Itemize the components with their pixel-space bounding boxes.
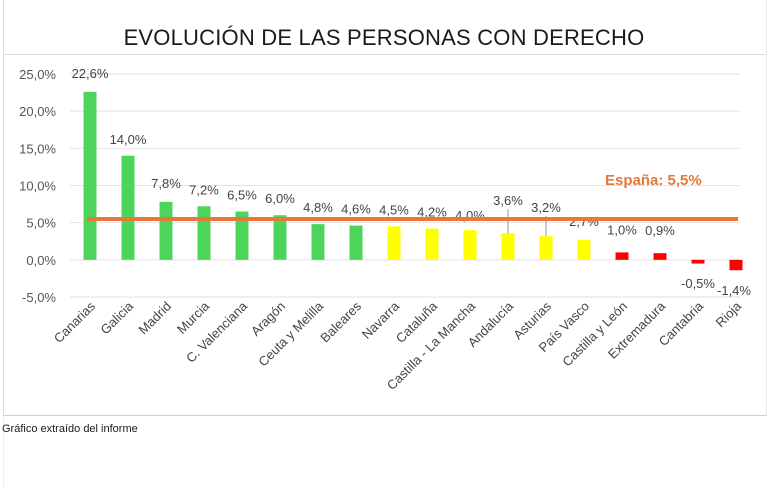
x-tick-label: Galicia: [97, 298, 136, 337]
data-label: 4,2%: [417, 205, 447, 220]
x-tick-label: Ceuta y Melilla: [255, 298, 326, 369]
data-label: 0,9%: [645, 223, 675, 238]
reference-line-label: España: 5,5%: [605, 172, 702, 189]
data-label: 2,7%: [569, 214, 599, 229]
data-label: 1,0%: [607, 222, 637, 237]
chart-caption: Gráfico extraído del informe: [2, 423, 138, 435]
bar: [197, 206, 211, 260]
data-label: 14,0%: [110, 132, 147, 147]
bar: [387, 226, 401, 260]
bar: [729, 259, 743, 271]
bar: [615, 252, 629, 260]
data-label: -1,4%: [717, 283, 751, 298]
y-axis-labels: 25,0% 20,0% 15,0% 10,0% 5,0% 0,0% -5,0%: [19, 67, 56, 305]
chart-title: EVOLUCIÓN DE LAS PERSONAS CON DERECHO: [123, 25, 645, 50]
y-tick-label: 5,0%: [26, 216, 56, 231]
bar: [501, 233, 515, 260]
bar: [539, 236, 553, 260]
x-tick-label: Canarias: [51, 298, 99, 346]
data-label: 4,5%: [379, 202, 409, 217]
bar: [463, 230, 477, 260]
data-label: -0,5%: [681, 276, 715, 291]
bar: [159, 201, 173, 260]
bar: [273, 215, 287, 260]
y-tick-label: 25,0%: [19, 67, 56, 82]
data-label: 3,2%: [531, 200, 561, 215]
bar: [653, 253, 667, 260]
y-tick-label: -5,0%: [22, 290, 56, 305]
caption-border: [3, 416, 4, 488]
data-label: 7,2%: [189, 182, 219, 197]
bar: [121, 155, 135, 260]
data-label: 6,5%: [227, 188, 257, 203]
x-tick-label: Madrid: [135, 299, 174, 338]
bar: [577, 239, 591, 260]
bar: [349, 225, 363, 260]
y-tick-label: 20,0%: [19, 104, 56, 119]
data-label: 22,6%: [72, 66, 109, 81]
bar: [425, 228, 439, 260]
data-label: 3,6%: [493, 193, 523, 208]
bar: [691, 259, 705, 264]
bar-chart: 25,0% 20,0% 15,0% 10,0% 5,0% 0,0% -5,0% 22,6% 1…: [19, 66, 751, 393]
chart-frame: [3, 0, 767, 416]
y-tick-label: 10,0%: [19, 179, 56, 194]
y-tick-label: 15,0%: [19, 141, 56, 156]
bar: [311, 224, 325, 260]
x-tick-label: Baleares: [317, 298, 364, 345]
data-label: 6,0%: [265, 191, 295, 206]
reference-line-group: España: 5,5%: [87, 172, 738, 221]
title-divider: [3, 54, 765, 55]
x-tick-label: Rioja: [713, 298, 745, 330]
data-label: 4,8%: [303, 200, 333, 215]
gridlines: [70, 73, 740, 298]
bar: [83, 91, 97, 260]
y-tick-label: 0,0%: [26, 253, 56, 268]
data-label: 4,6%: [341, 202, 371, 217]
data-label: 7,8%: [151, 176, 181, 191]
bar: [235, 211, 249, 260]
